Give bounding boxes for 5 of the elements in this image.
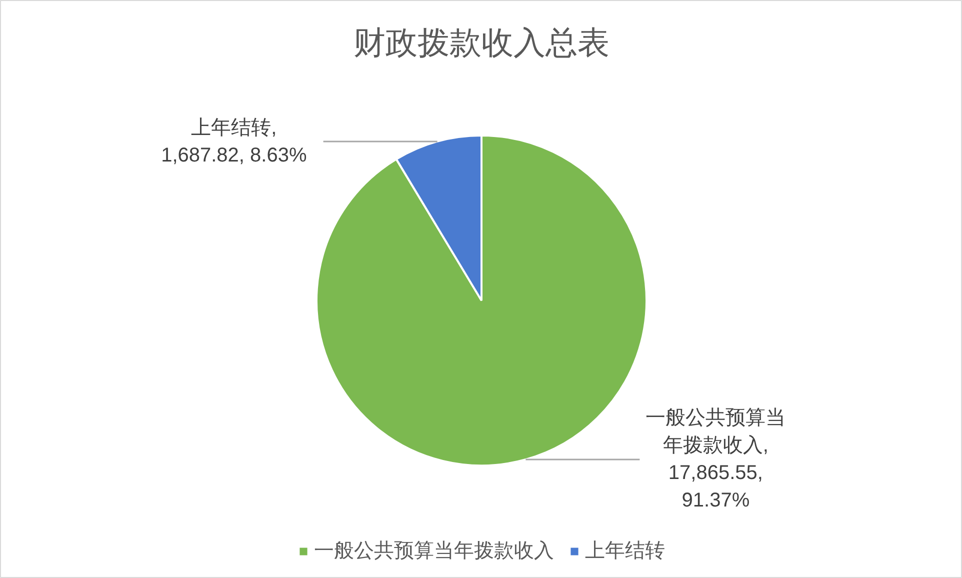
chart-title: 财政拨款收入总表 — [354, 24, 610, 60]
data-label: 一般公共预算当年拨款收入, 17,865.55, 91.37% — [646, 407, 786, 512]
legend-label: 上年结转 — [585, 539, 665, 564]
data-label: 上年结转, 1,687.82, 8.63% — [161, 116, 307, 166]
legend-label: 一般公共预算当年拨款收入 — [314, 539, 554, 564]
